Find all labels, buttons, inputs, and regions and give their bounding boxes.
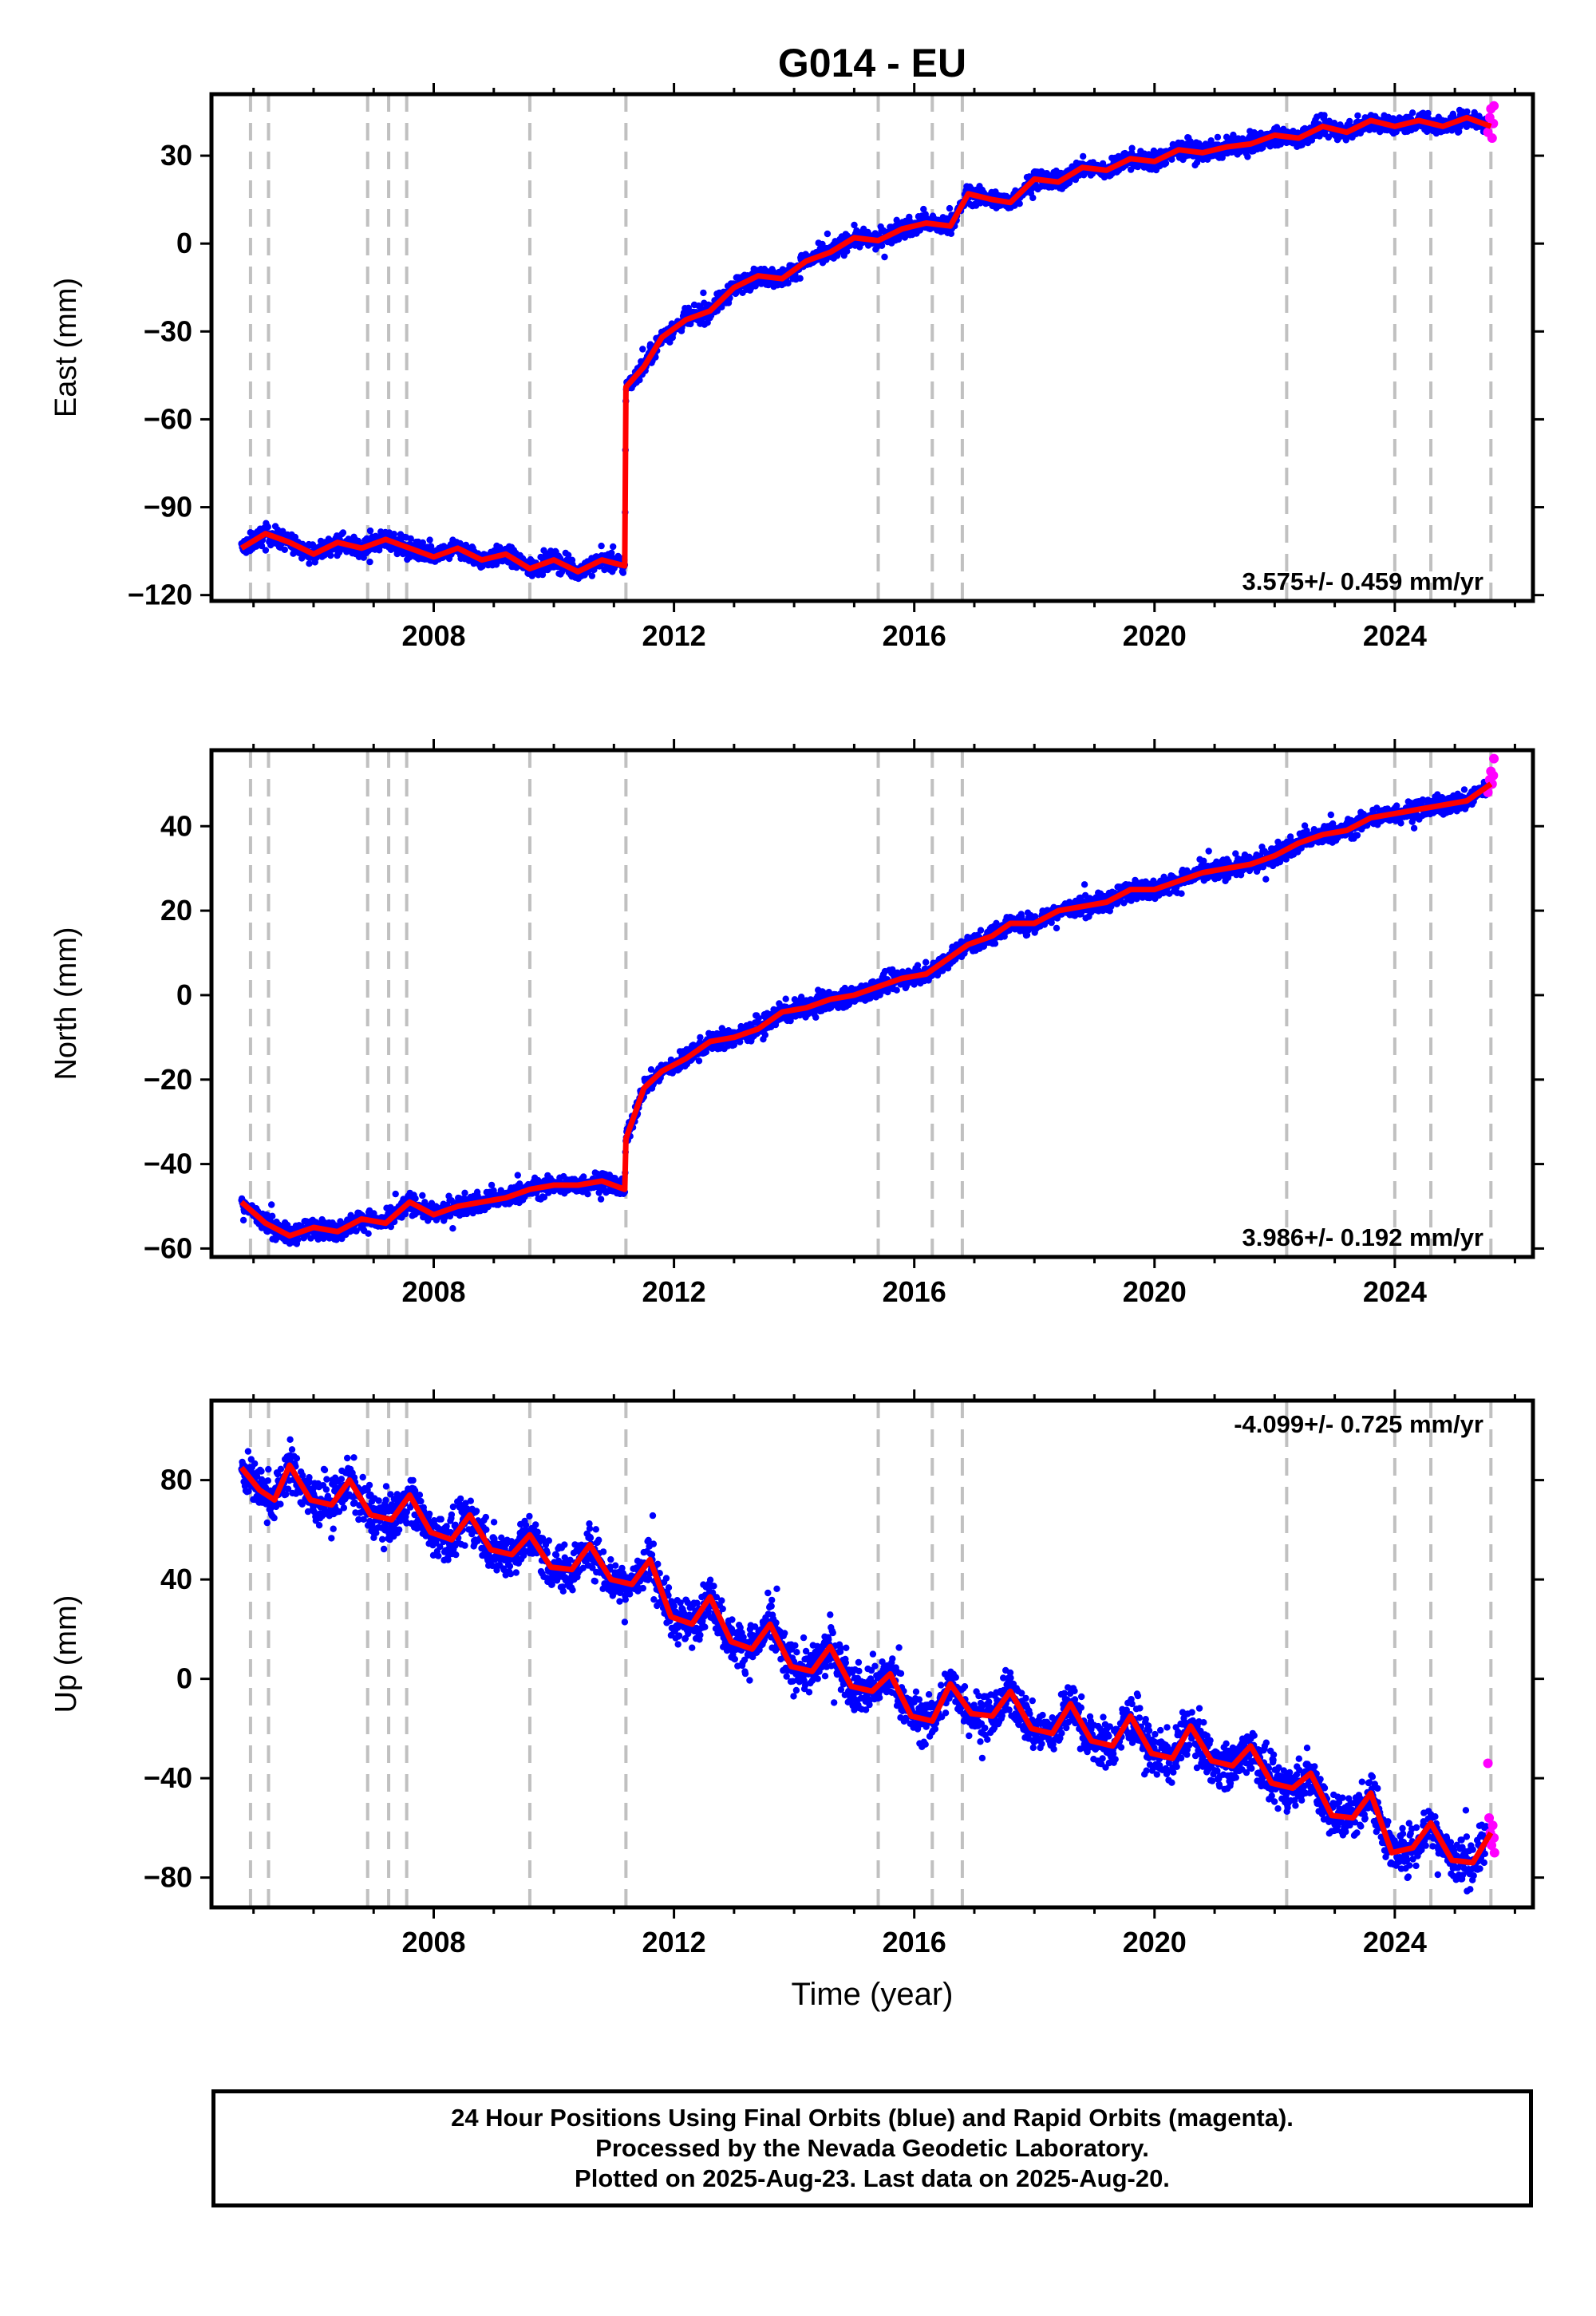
north-panel: 2008 2012 2016 2020 2024 −60 −40 −20 0 20 40 Nort… bbox=[49, 739, 1544, 1308]
east-model-curve bbox=[239, 114, 1492, 575]
north-x-ticks: 2008 2012 2016 2020 2024 bbox=[252, 739, 1516, 1308]
x-tick-label: 2024 bbox=[1363, 1926, 1427, 1958]
x-tick-label: 2008 bbox=[401, 619, 465, 652]
x-tick-label: 2020 bbox=[1123, 1275, 1187, 1308]
north-rate-label: 3.986+/- 0.192 mm/yr bbox=[1242, 1223, 1483, 1251]
x-tick-label: 2024 bbox=[1363, 619, 1427, 652]
rapid-point-3 bbox=[1487, 1840, 1497, 1851]
x-tick-label: 2020 bbox=[1123, 1926, 1187, 1958]
rapid-point-1 bbox=[1484, 1812, 1495, 1823]
x-tick-label: 2012 bbox=[642, 619, 706, 652]
final-orbit-point-cloud bbox=[238, 106, 1490, 583]
final-orbit-point-cloud bbox=[238, 778, 1490, 1247]
rapid-point-0 bbox=[1483, 1758, 1493, 1769]
east-rapid-points bbox=[1483, 101, 1499, 144]
y-tick-label: 0 bbox=[176, 227, 192, 259]
x-axis-label: Time (year) bbox=[792, 1977, 954, 2012]
east-final-points bbox=[238, 106, 1490, 583]
final-orbit-point-cloud bbox=[238, 1436, 1490, 1895]
up-model-curve bbox=[239, 1462, 1494, 1866]
y-tick-label: −40 bbox=[144, 1148, 192, 1180]
rapid-point-4 bbox=[1488, 770, 1499, 781]
y-tick-label: 20 bbox=[160, 894, 192, 927]
y-tick-label: −60 bbox=[144, 1231, 192, 1264]
footer-info-box: 24 Hour Positions Using Final Orbits (bl… bbox=[211, 2089, 1533, 2207]
footer-line-2: Processed by the Nevada Geodetic Laborat… bbox=[595, 2134, 1149, 2162]
y-tick-label: −20 bbox=[144, 1063, 192, 1096]
east-y-ticks: −120 −90 −60 −30 0 30 bbox=[128, 139, 1544, 611]
rapid-point-3 bbox=[1487, 133, 1497, 144]
y-tick-label: −90 bbox=[144, 491, 192, 524]
axes-frame-rect bbox=[209, 92, 1535, 603]
up-x-ticks: 2008 2012 2016 2020 2024 bbox=[252, 1389, 1516, 1958]
east-x-ticks: 2008 2012 2016 2020 2024 bbox=[252, 83, 1516, 652]
rapid-point-5 bbox=[1489, 753, 1499, 764]
y-tick-label: −80 bbox=[144, 1861, 192, 1894]
up-y-axis-label: Up (mm) bbox=[49, 1595, 83, 1713]
x-tick-label: 2012 bbox=[642, 1275, 706, 1308]
y-tick-label: 80 bbox=[160, 1464, 192, 1496]
axes-frame-rect bbox=[209, 1398, 1535, 1910]
up-rapid-points bbox=[1483, 1758, 1499, 1858]
x-tick-label: 2016 bbox=[883, 1275, 946, 1308]
model-curve-line bbox=[239, 114, 1492, 575]
y-tick-label: 0 bbox=[176, 978, 192, 1011]
chart-title: G014 - EU bbox=[778, 41, 966, 85]
y-tick-label: 40 bbox=[160, 1563, 192, 1595]
y-tick-label: 30 bbox=[160, 139, 192, 172]
east-panel: 2008 2012 2016 2020 2024 −120 −90 −60 −30 0 30 Ea… bbox=[49, 83, 1544, 652]
y-tick-label: −120 bbox=[128, 579, 192, 611]
east-axes-frame bbox=[209, 92, 1535, 603]
north-axes-frame bbox=[209, 748, 1535, 1259]
x-tick-label: 2016 bbox=[883, 1926, 946, 1958]
x-tick-label: 2008 bbox=[401, 1275, 465, 1308]
y-tick-label: 0 bbox=[176, 1662, 192, 1695]
north-model-curve bbox=[239, 781, 1493, 1239]
x-tick-label: 2024 bbox=[1363, 1275, 1427, 1308]
y-tick-label: 40 bbox=[160, 809, 192, 842]
north-final-points bbox=[238, 778, 1490, 1247]
rapid-point-4 bbox=[1487, 1820, 1498, 1831]
east-rate-label: 3.575+/- 0.459 mm/yr bbox=[1242, 567, 1483, 595]
rapid-point-5 bbox=[1489, 101, 1499, 111]
y-tick-label: −30 bbox=[144, 314, 192, 347]
rapid-point-6 bbox=[1489, 1848, 1499, 1858]
up-axes-frame bbox=[209, 1398, 1535, 1910]
x-tick-label: 2020 bbox=[1123, 619, 1187, 652]
y-tick-label: −60 bbox=[144, 402, 192, 435]
up-panel: 2008 2012 2016 2020 2024 −80 −40 0 40 80 Up (mm)… bbox=[49, 1389, 1544, 1958]
footer-line-1: 24 Hour Positions Using Final Orbits (bl… bbox=[451, 2104, 1294, 2132]
footer-line-3: Plotted on 2025-Aug-23. Last data on 202… bbox=[575, 2164, 1170, 2192]
model-curve-line bbox=[239, 781, 1493, 1239]
model-curve-line bbox=[239, 1462, 1494, 1866]
east-step-lines bbox=[248, 94, 1493, 601]
north-y-ticks: −60 −40 −20 0 20 40 bbox=[144, 809, 1544, 1264]
north-y-axis-label: North (mm) bbox=[49, 927, 83, 1080]
east-y-axis-label: East (mm) bbox=[49, 278, 83, 417]
up-y-ticks: −80 −40 0 40 80 bbox=[144, 1464, 1544, 1894]
x-tick-label: 2012 bbox=[642, 1926, 706, 1958]
up-final-points bbox=[238, 1436, 1490, 1895]
x-tick-label: 2016 bbox=[883, 619, 946, 652]
y-tick-label: −40 bbox=[144, 1761, 192, 1794]
axes-frame-rect bbox=[209, 748, 1535, 1259]
up-rate-label: -4.099+/- 0.725 mm/yr bbox=[1234, 1410, 1483, 1438]
x-tick-label: 2008 bbox=[401, 1926, 465, 1958]
